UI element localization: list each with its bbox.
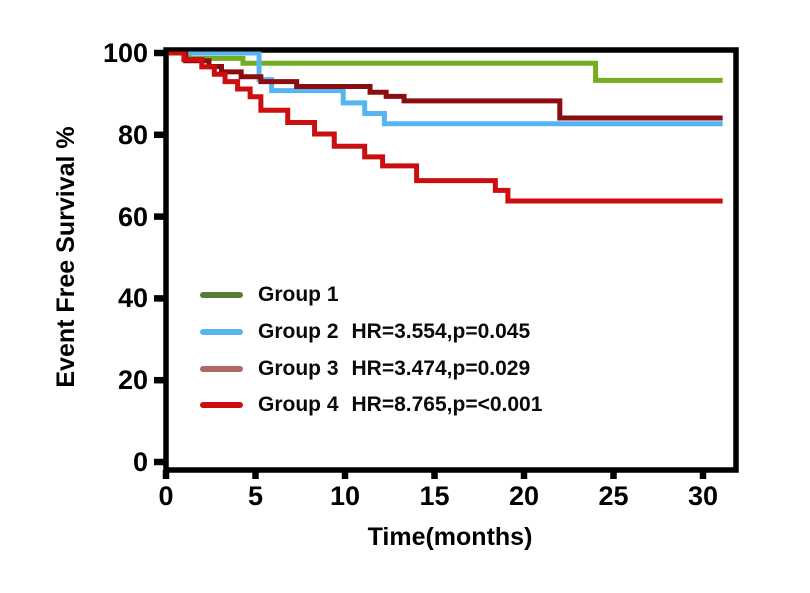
x-tick-label-25: 25	[598, 481, 629, 511]
legend-color-swatch	[200, 292, 243, 298]
survival-curve-group-3	[168, 51, 723, 121]
legend-color-swatch	[200, 402, 243, 409]
x-tick-label-20: 20	[508, 481, 540, 511]
y-axis-label: Event Free Survival %	[52, 126, 80, 388]
legend-item-group-4: Group 4 HR=8.765,p=<0.001	[200, 393, 542, 417]
legend-color-swatch	[200, 365, 243, 372]
y-tick-label-80: 80	[117, 119, 148, 150]
y-tick-label-60: 60	[117, 201, 148, 232]
x-tick-label-15: 15	[419, 481, 450, 511]
legend-item-group-3: Group 3 HR=3.474,p=0.029	[200, 357, 530, 381]
legend-series-annotation: HR=8.765,p=<0.001	[351, 393, 543, 417]
legend-color-swatch	[200, 328, 243, 335]
y-tick-label-0: 0	[132, 447, 148, 477]
x-tick-label-10: 10	[329, 481, 361, 511]
x-tick-label-30: 30	[687, 481, 719, 511]
survival-curve-group-4	[168, 51, 723, 204]
x-axis-label: Time(months)	[367, 523, 533, 551]
x-tick-label-0: 0	[158, 481, 174, 511]
y-tick-label-100: 100	[102, 38, 148, 68]
y-tick-label-20: 20	[117, 365, 148, 396]
x-tick-label-5: 5	[247, 481, 264, 511]
legend-series-name: Group 4	[258, 393, 339, 417]
legend-series-name: Group 2	[258, 319, 339, 343]
legend-series-annotation: HR=3.554,p=0.045	[351, 319, 531, 343]
legend-item-group-2: Group 2 HR=3.554,p=0.045	[200, 320, 530, 344]
plot-frame	[163, 47, 739, 473]
legend-series-name: Group 3	[258, 356, 339, 380]
legend-item-group-1: Group 1	[200, 283, 339, 307]
legend-series-annotation: HR=3.474,p=0.029	[351, 356, 531, 380]
legend-series-name: Group 1	[258, 283, 339, 306]
y-tick-label-40: 40	[117, 283, 148, 314]
